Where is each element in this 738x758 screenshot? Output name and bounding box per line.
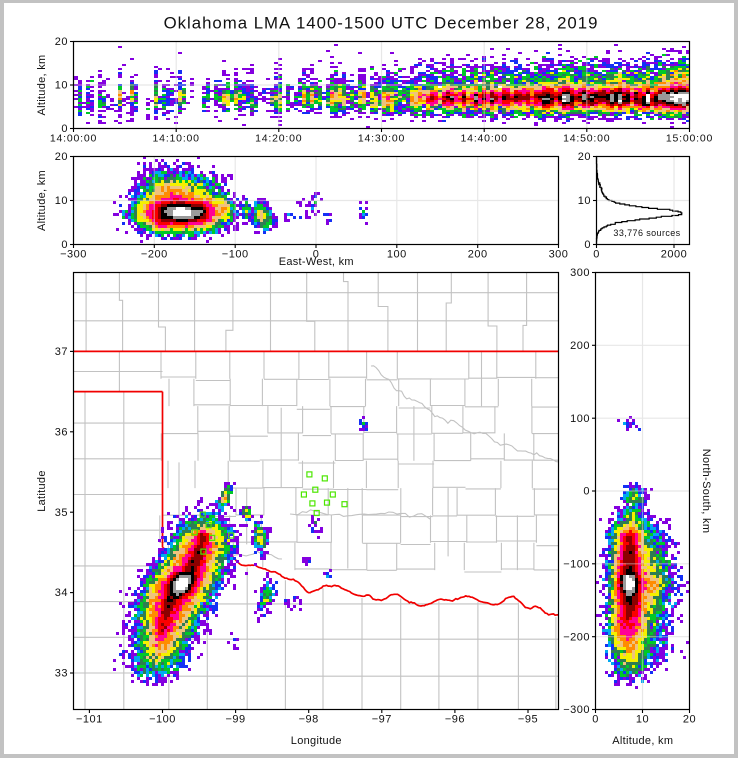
svg-text:Altitude, km: Altitude, km bbox=[612, 735, 673, 747]
svg-text:33: 33 bbox=[55, 668, 68, 680]
svg-text:0: 0 bbox=[593, 249, 600, 261]
svg-text:10: 10 bbox=[55, 195, 68, 207]
svg-text:East-West, km: East-West, km bbox=[279, 256, 354, 268]
svg-text:−100: −100 bbox=[149, 714, 176, 726]
svg-text:North-South, km: North-South, km bbox=[700, 449, 712, 534]
svg-text:−98: −98 bbox=[299, 714, 319, 726]
svg-text:200: 200 bbox=[468, 249, 488, 261]
svg-text:0: 0 bbox=[313, 249, 320, 261]
svg-text:−100: −100 bbox=[222, 249, 249, 261]
svg-text:−200: −200 bbox=[141, 249, 168, 261]
svg-text:10: 10 bbox=[55, 80, 68, 92]
svg-text:−101: −101 bbox=[76, 714, 103, 726]
svg-text:14:30:00: 14:30:00 bbox=[358, 133, 405, 145]
svg-text:Altitude, km: Altitude, km bbox=[36, 54, 48, 115]
svg-text:36: 36 bbox=[55, 426, 68, 438]
svg-text:Longitude: Longitude bbox=[291, 735, 342, 747]
svg-text:14:10:00: 14:10:00 bbox=[153, 133, 200, 145]
svg-text:14:00:00: 14:00:00 bbox=[50, 133, 97, 145]
svg-text:34: 34 bbox=[55, 587, 68, 599]
svg-text:0: 0 bbox=[583, 486, 590, 498]
svg-text:0: 0 bbox=[592, 714, 599, 726]
svg-text:−95: −95 bbox=[518, 714, 538, 726]
svg-text:−300: −300 bbox=[563, 704, 590, 716]
svg-text:14:50:00: 14:50:00 bbox=[563, 133, 610, 145]
svg-text:2000: 2000 bbox=[661, 249, 687, 261]
svg-text:20: 20 bbox=[55, 151, 68, 163]
svg-text:20: 20 bbox=[55, 36, 68, 48]
svg-text:37: 37 bbox=[55, 346, 68, 358]
svg-text:−96: −96 bbox=[445, 714, 465, 726]
svg-text:33,776 sources: 33,776 sources bbox=[613, 228, 680, 238]
svg-text:100: 100 bbox=[570, 413, 590, 425]
svg-text:300: 300 bbox=[549, 249, 569, 261]
svg-text:0: 0 bbox=[61, 123, 68, 135]
svg-text:14:40:00: 14:40:00 bbox=[461, 133, 508, 145]
svg-text:14:20:00: 14:20:00 bbox=[255, 133, 302, 145]
svg-text:20: 20 bbox=[683, 714, 696, 726]
svg-text:0: 0 bbox=[584, 239, 591, 251]
svg-text:−300: −300 bbox=[60, 249, 87, 261]
svg-text:10: 10 bbox=[636, 714, 649, 726]
svg-text:Altitude, km: Altitude, km bbox=[36, 170, 48, 231]
svg-text:300: 300 bbox=[570, 267, 590, 279]
svg-text:200: 200 bbox=[570, 340, 590, 352]
svg-text:100: 100 bbox=[387, 249, 407, 261]
svg-text:Oklahoma LMA 1400-1500 UTC Dec: Oklahoma LMA 1400-1500 UTC December 28, … bbox=[164, 14, 599, 33]
svg-text:Latitude: Latitude bbox=[36, 470, 48, 512]
svg-text:−97: −97 bbox=[372, 714, 392, 726]
svg-text:−100: −100 bbox=[563, 558, 590, 570]
svg-text:20: 20 bbox=[578, 151, 591, 163]
svg-text:15:00:00: 15:00:00 bbox=[666, 133, 713, 145]
svg-text:10: 10 bbox=[578, 195, 591, 207]
svg-text:35: 35 bbox=[55, 507, 68, 519]
svg-text:−99: −99 bbox=[226, 714, 246, 726]
svg-text:0: 0 bbox=[61, 239, 68, 251]
svg-text:−200: −200 bbox=[563, 631, 590, 643]
